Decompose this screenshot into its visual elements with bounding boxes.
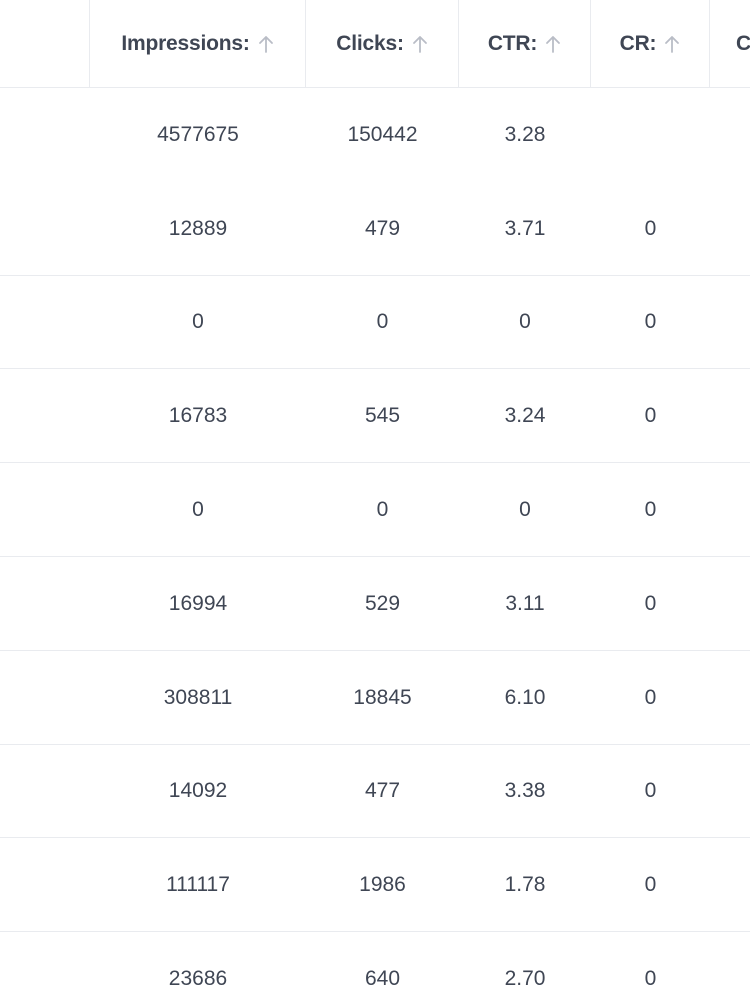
cell-impressions: 0 — [192, 310, 204, 334]
cell-clicks: 1986 — [359, 873, 406, 897]
cell-impressions: 12889 — [168, 216, 228, 240]
cell-ctr: 3.71 — [504, 216, 546, 240]
cell-ctr: 3.38 — [504, 779, 546, 803]
cell-clicks: 529 — [364, 591, 401, 615]
header-impressions[interactable]: Impressions: — [90, 0, 306, 87]
cell-cr: 0 — [644, 685, 657, 709]
cell-ctr: 0 — [519, 498, 531, 522]
cell-ctr: 3.11 — [505, 591, 545, 615]
cell-clicks: 0 — [376, 310, 389, 334]
header-cr-label: CR: — [619, 31, 657, 55]
table-row[interactable]: 111117 1986 1.78 0 — [0, 838, 750, 933]
cell-cr: 0 — [644, 498, 657, 522]
header-truncated-label: C — [736, 31, 750, 55]
cell-cr: 0 — [644, 967, 657, 991]
cell-impressions: 111117 — [166, 873, 230, 897]
cell-clicks: 545 — [364, 404, 401, 428]
table-row[interactable]: 0 0 0 0 — [0, 463, 750, 557]
cell-clicks: 640 — [364, 967, 401, 991]
header-ctr-label: CTR: — [487, 31, 538, 55]
cell-ctr: 1.78 — [504, 873, 546, 897]
cell-cr: 0 — [644, 216, 657, 240]
table-row[interactable]: 12889 479 3.71 0 — [0, 182, 750, 276]
cell-impressions: 0 — [192, 498, 204, 522]
cell-cr: 0 — [644, 404, 657, 428]
table-row[interactable]: 23686 640 2.70 0 — [0, 932, 750, 1003]
header-clicks[interactable]: Clicks: — [306, 0, 459, 87]
cell-ctr: 2.70 — [504, 967, 546, 991]
cell-ctr: 0 — [519, 310, 531, 334]
table-row[interactable]: 16783 545 3.24 0 — [0, 369, 750, 464]
arrow-up-icon[interactable] — [545, 35, 561, 53]
cell-impressions: 14092 — [168, 779, 228, 803]
cell-clicks: 150442 — [347, 122, 418, 146]
arrow-up-icon[interactable] — [412, 35, 428, 53]
table-row[interactable]: 4577675 150442 3.28 — [0, 88, 750, 182]
table-row[interactable]: 14092 477 3.38 0 — [0, 745, 750, 839]
cell-ctr: 3.28 — [504, 122, 546, 146]
cell-impressions: 16994 — [168, 591, 228, 615]
cell-cr — [591, 88, 710, 182]
table-row[interactable]: 0 0 0 0 — [0, 276, 750, 370]
cell-cr: 0 — [644, 779, 657, 803]
cell-clicks: 18845 — [353, 685, 412, 709]
cell-impressions: 23686 — [168, 967, 228, 991]
header-ctr[interactable]: CTR: — [459, 0, 591, 87]
table-row[interactable]: 16994 529 3.11 0 — [0, 557, 750, 651]
header-blank-cell — [0, 0, 90, 87]
cell-impressions: 308811 — [163, 685, 233, 709]
table-header-row: Impressions: Clicks: CTR: CR: C — [0, 0, 750, 88]
header-truncated-column[interactable]: C — [710, 0, 750, 87]
cell-cr: 0 — [644, 591, 657, 615]
cell-impressions: 16783 — [168, 404, 228, 428]
table-row[interactable]: 308811 18845 6.10 0 — [0, 651, 750, 745]
cell-ctr: 3.24 — [504, 404, 546, 428]
arrow-up-icon[interactable] — [258, 35, 274, 53]
cell-cr: 0 — [644, 873, 657, 897]
cell-clicks: 0 — [376, 498, 389, 522]
cell-clicks: 477 — [364, 779, 401, 803]
cell-clicks: 479 — [364, 216, 401, 240]
cell-impressions: 4577675 — [157, 122, 239, 146]
cell-ctr: 6.10 — [504, 685, 546, 709]
cell-cr: 0 — [644, 310, 657, 334]
header-impressions-label: Impressions: — [121, 31, 250, 55]
header-clicks-label: Clicks: — [336, 31, 404, 55]
arrow-up-icon[interactable] — [664, 35, 680, 53]
header-cr[interactable]: CR: — [591, 0, 710, 87]
